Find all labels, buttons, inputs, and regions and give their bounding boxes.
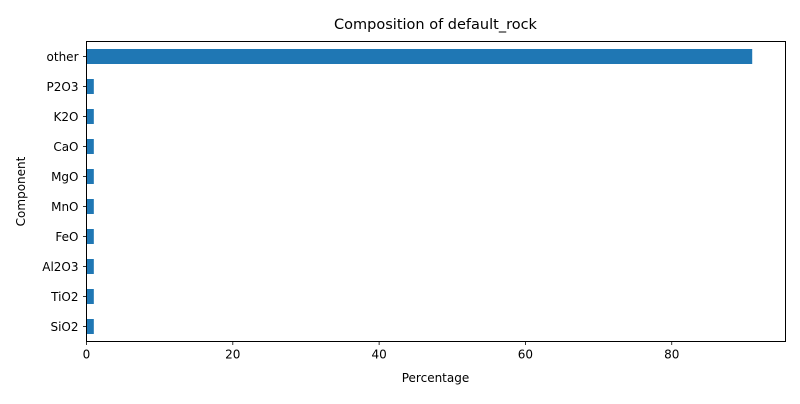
bar-tio2 [86,289,94,304]
bar-mno [86,199,94,214]
bar-sio2 [86,319,94,334]
y-axis-ticks: SiO2 TiO2 Al2O3 FeO MnO MgO CaO K2O P2O3 other [42,50,87,334]
y-tick-label-other: other [47,50,79,64]
y-tick-label-k2o: K2O [54,110,79,124]
x-axis-ticks: 0 20 40 60 80 [83,341,679,362]
x-tick-label-40: 40 [371,348,386,362]
y-tick-label-cao: CaO [53,140,78,154]
bar-k2o [86,109,94,124]
x-tick-label-80: 80 [664,348,679,362]
bar-cao [86,139,94,154]
y-tick-label-feo: FeO [55,230,78,244]
x-tick-label-60: 60 [518,348,533,362]
y-axis-label: Component [14,156,28,226]
y-tick-label-tio2: TiO2 [50,290,78,304]
bars-group [86,49,753,334]
x-axis-label: Percentage [402,371,470,385]
bar-al2o3 [86,259,94,274]
y-tick-label-mno: MnO [51,200,78,214]
x-tick-label-20: 20 [225,348,240,362]
y-tick-label-mgo: MgO [51,170,78,184]
y-tick-label-al2o3: Al2O3 [42,260,78,274]
bar-p2o3 [86,79,94,94]
y-tick-label-sio2: SiO2 [50,320,78,334]
chart-title: Composition of default_rock [334,17,538,33]
bar-mgo [86,169,94,184]
plot-area-frame [86,41,786,342]
y-tick-label-p2o3: P2O3 [47,80,79,94]
bar-other [86,49,753,64]
bar-feo [86,229,94,244]
x-tick-label-0: 0 [83,348,91,362]
